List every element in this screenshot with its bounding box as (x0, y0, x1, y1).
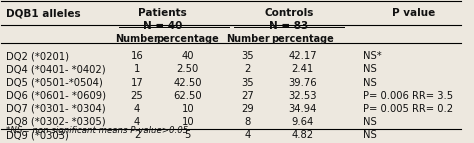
Text: 1: 1 (134, 64, 140, 74)
Text: 10: 10 (182, 104, 194, 114)
Text: 62.50: 62.50 (173, 91, 202, 101)
Text: 32.53: 32.53 (289, 91, 317, 101)
Text: *NS= non significant means P value>0.05: *NS= non significant means P value>0.05 (6, 126, 188, 135)
Text: 40: 40 (182, 51, 194, 61)
Text: 17: 17 (131, 78, 144, 88)
Text: Patients
N = 40: Patients N = 40 (138, 8, 187, 31)
Text: Number: Number (115, 34, 159, 44)
Text: P= 0.005 RR= 0.2: P= 0.005 RR= 0.2 (363, 104, 453, 114)
Text: 35: 35 (241, 78, 254, 88)
Text: 39.76: 39.76 (288, 78, 317, 88)
Text: DQ2 (*0201): DQ2 (*0201) (6, 51, 69, 61)
Text: 2: 2 (134, 130, 140, 140)
Text: DQ9 (*0303): DQ9 (*0303) (6, 130, 69, 140)
Text: 27: 27 (241, 91, 254, 101)
Text: 10: 10 (182, 117, 194, 127)
Text: NS: NS (363, 78, 376, 88)
Text: 4.82: 4.82 (292, 130, 314, 140)
Text: DQ6 (*0601- *0609): DQ6 (*0601- *0609) (6, 91, 106, 101)
Text: 16: 16 (131, 51, 144, 61)
Text: Number: Number (226, 34, 269, 44)
Text: NS*: NS* (363, 51, 381, 61)
Text: 34.94: 34.94 (289, 104, 317, 114)
Text: 4: 4 (134, 104, 140, 114)
Text: NS: NS (363, 130, 376, 140)
Text: 35: 35 (241, 51, 254, 61)
Text: DQB1 alleles: DQB1 alleles (6, 8, 81, 18)
Text: percentage: percentage (156, 34, 219, 44)
Text: 4: 4 (245, 130, 251, 140)
Text: DQ5 (*0501-*0504): DQ5 (*0501-*0504) (6, 78, 103, 88)
Text: 2.41: 2.41 (292, 64, 314, 74)
Text: 2.50: 2.50 (177, 64, 199, 74)
Text: percentage: percentage (271, 34, 334, 44)
Text: 29: 29 (241, 104, 254, 114)
Text: 42.50: 42.50 (173, 78, 202, 88)
Text: 42.17: 42.17 (288, 51, 317, 61)
Text: 8: 8 (245, 117, 251, 127)
Text: 2: 2 (244, 64, 251, 74)
Text: DQ4 (*0401- *0402): DQ4 (*0401- *0402) (6, 64, 106, 74)
Text: NS: NS (363, 117, 376, 127)
Text: 9.64: 9.64 (292, 117, 314, 127)
Text: NS: NS (363, 64, 376, 74)
Text: 25: 25 (131, 91, 144, 101)
Text: DQ7 (*0301- *0304): DQ7 (*0301- *0304) (6, 104, 106, 114)
Text: Controls
N = 83: Controls N = 83 (264, 8, 314, 31)
Text: DQ8 (*0302- *0305): DQ8 (*0302- *0305) (6, 117, 106, 127)
Text: 4: 4 (134, 117, 140, 127)
Text: 5: 5 (184, 130, 191, 140)
Text: P value: P value (392, 8, 435, 18)
Text: P= 0.006 RR= 3.5: P= 0.006 RR= 3.5 (363, 91, 453, 101)
